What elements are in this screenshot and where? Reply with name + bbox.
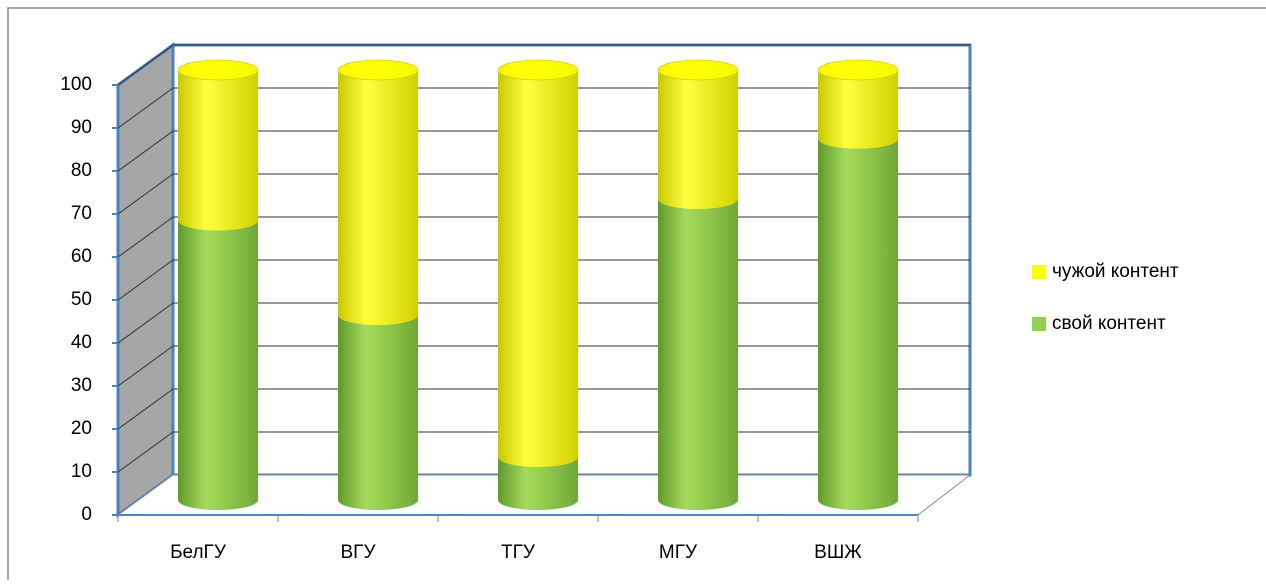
y-tick-label: 40: [71, 332, 92, 353]
bar-top: [497, 59, 579, 81]
legend-label: чужой контент: [1052, 261, 1179, 282]
bar-segment: [178, 210, 258, 511]
y-tick-label: 20: [71, 418, 92, 439]
grid-line: [117, 388, 174, 430]
bar-segment: [498, 60, 578, 467]
grid-line: [117, 130, 174, 172]
bar-top: [657, 59, 739, 81]
x-tick-label: ТГУ: [501, 542, 536, 563]
x-tick-label: МГУ: [659, 542, 698, 563]
x-tick-label: ВГУ: [340, 542, 376, 563]
grid-line: [117, 431, 174, 473]
y-tick-label: 70: [71, 203, 92, 224]
y-tick-label: 50: [71, 289, 92, 310]
y-tick-label: 80: [71, 160, 92, 181]
y-tick-label: 60: [71, 246, 92, 267]
bar-segment: [818, 128, 898, 511]
y-tick-label: 30: [71, 375, 92, 396]
bar-top: [337, 59, 419, 81]
y-tick-label: 90: [71, 117, 92, 138]
bar-segment: [818, 60, 898, 149]
bar-top: [177, 59, 259, 81]
grid-line: [117, 87, 174, 129]
bar-top: [817, 59, 899, 81]
bar-segment: [658, 60, 738, 209]
bar-segment: [338, 305, 418, 510]
legend-swatch: [1032, 317, 1046, 331]
grid-line: [117, 216, 174, 258]
bar-segment: [178, 60, 258, 231]
grid-line: [117, 259, 174, 301]
bar-segment: [658, 189, 738, 510]
bar-segment: [338, 60, 418, 326]
y-tick-label: 0: [81, 504, 92, 525]
y-tick-label: 100: [60, 74, 92, 95]
grid-line: [117, 345, 174, 387]
legend-swatch: [1032, 265, 1046, 279]
grid-line: [117, 173, 174, 215]
grid-line: [117, 302, 174, 344]
x-tick-label: БелГУ: [170, 542, 227, 563]
x-tick-label: ВШЖ: [814, 542, 862, 563]
y-tick-label: 10: [71, 461, 92, 482]
legend-label: свой контент: [1052, 313, 1166, 334]
grid-line: [117, 44, 174, 86]
